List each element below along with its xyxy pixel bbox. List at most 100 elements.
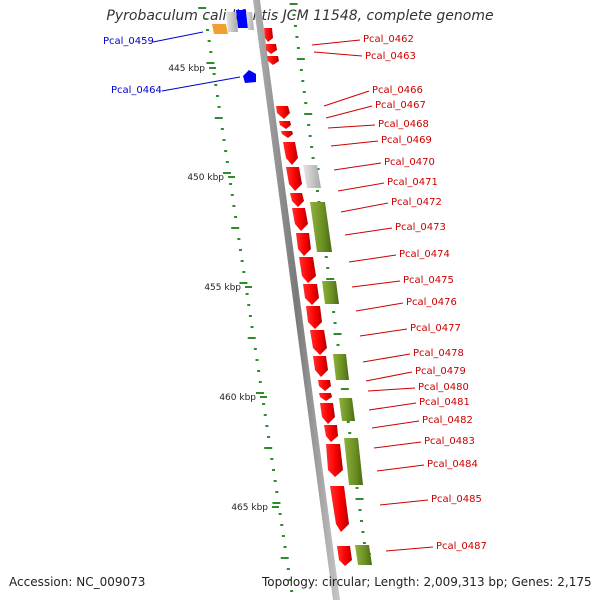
cds-arrow [281,131,293,138]
cds-arrow [267,56,279,65]
kbp-tick-label: 460 kbp [219,393,256,403]
cds-arrow [326,444,343,477]
olive-feature [355,545,372,565]
cds-arrow [296,233,311,256]
leader-line [337,182,385,192]
leader-line [311,39,361,46]
gene-label[interactable]: Pcal_0477 [410,323,461,334]
leader-line [362,353,411,363]
cds-arrow [276,106,290,119]
cds-arrow [286,167,302,191]
gene-label[interactable]: Pcal_0467 [375,100,426,111]
leader-line [373,441,422,449]
leader-line [330,140,379,147]
gene-label[interactable]: Pcal_0487 [436,541,487,552]
leader-line [348,254,397,263]
leader-line [385,546,434,552]
gene-labels: Pcal_0459 Pcal_0464 Pcal_0462 Pcal_0463 Pcal… [103,34,487,552]
leader-line [325,105,373,119]
gene-label[interactable]: Pcal_0474 [399,249,450,260]
cds-arrow [299,257,316,283]
leader-line [376,464,425,472]
leader-line [327,124,376,129]
cds-arrow [264,28,273,42]
olive-feature [333,354,349,380]
gene-label[interactable]: Pcal_0476 [406,297,457,308]
leader-line [152,31,204,43]
leader-line [355,302,404,312]
cds-arrow [330,486,349,532]
leader-line [340,202,389,213]
leader-line [161,76,241,92]
cds-arrow [279,121,291,129]
leader-line [351,280,401,288]
gene-label[interactable]: Pcal_0463 [365,51,416,62]
gray-feature-top-2 [246,12,254,30]
leader-line [344,227,393,236]
olive-feature [310,202,332,252]
gene-label[interactable]: Pcal_0466 [372,85,423,96]
blue-feature-top [236,10,248,28]
gene-label[interactable]: Pcal_0464 [111,85,162,96]
leader-line [313,51,363,57]
gene-label[interactable]: Pcal_0483 [424,436,475,447]
leader-line [365,371,413,382]
gene-label[interactable]: Pcal_0484 [427,459,478,470]
gene-label[interactable]: Pcal_0473 [395,222,446,233]
cds-forward-strand [264,28,352,566]
leader-line [379,499,429,506]
gene-label[interactable]: Pcal_0470 [384,157,435,168]
leader-line [359,328,408,337]
gene-label[interactable]: Pcal_0480 [418,382,469,393]
kbp-tick-label: 455 kbp [204,283,241,293]
cds-arrow [337,546,352,566]
gene-label[interactable]: Pcal_0462 [363,34,414,45]
olive-feature [339,398,355,421]
leader-line [323,90,370,107]
gene-label[interactable]: Pcal_0475 [403,275,454,286]
leader-line [333,162,382,171]
cds-arrow [310,330,327,355]
kbp-scale: 445 kbp 450 kbp 455 kbp 460 kbp 465 kbp [168,64,279,513]
gene-label[interactable]: Pcal_0471 [387,177,438,188]
gene-label[interactable]: Pcal_0482 [422,415,473,426]
genome-backbone [253,0,340,600]
gene-label[interactable]: Pcal_0479 [415,366,466,377]
cds-arrow [283,142,298,165]
cds-arrow [290,193,304,207]
olive-features [310,202,372,565]
kbp-tick-label: 450 kbp [187,173,224,183]
gene-label[interactable]: Pcal_0468 [378,119,429,130]
cds-arrow [313,356,328,377]
gene-label[interactable]: Pcal_0459 [103,36,154,47]
blue-feature-pcal-0464 [243,70,256,83]
leader-line [367,387,416,392]
cds-arrow [319,393,332,401]
label-leader-lines [152,31,434,552]
gene-label[interactable]: Pcal_0481 [419,397,470,408]
orange-feature [212,24,228,34]
cds-arrow [318,380,331,391]
gene-label[interactable]: Pcal_0472 [391,197,442,208]
gray-feature-top [226,12,238,32]
olive-feature [322,281,339,304]
gray-feature [303,165,321,188]
olive-feature [344,438,363,485]
cds-arrow [266,44,277,54]
cds-arrow [303,284,319,305]
cds-arrow [292,208,308,231]
genome-title: Pyrobaculum calidifontis JCM 11548, comp… [106,8,494,24]
accession-text: Accession: NC_009073 [9,575,146,589]
cds-arrow [320,403,335,424]
gene-label[interactable]: Pcal_0469 [381,135,432,146]
kbp-tick-label: 445 kbp [168,64,205,74]
gene-label[interactable]: Pcal_0485 [431,494,482,505]
topology-text: Topology: circular; Length: 2,009,313 bp… [262,575,592,589]
cds-arrow [306,306,322,329]
gene-label[interactable]: Pcal_0478 [413,348,464,359]
kbp-tick-label: 465 kbp [231,503,268,513]
leader-line [368,402,417,411]
inner-tick-track [198,7,294,592]
cds-arrow [324,425,338,442]
